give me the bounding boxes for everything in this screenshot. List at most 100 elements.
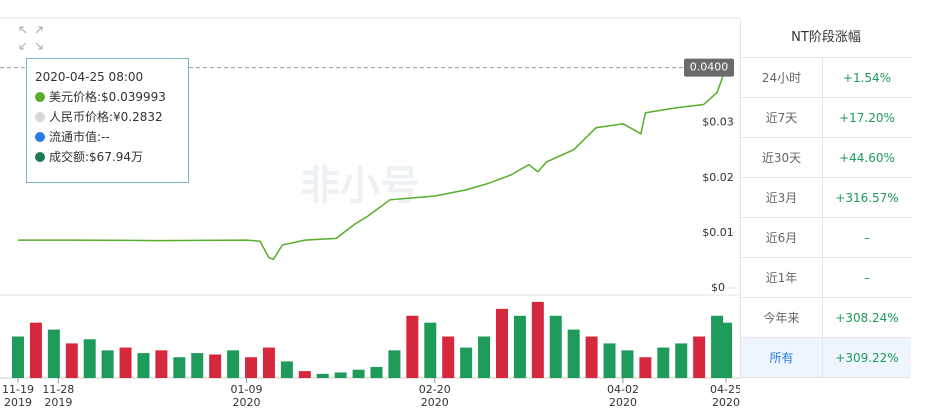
volume-bar xyxy=(442,336,455,378)
volume-bar xyxy=(12,336,24,378)
volume-bar xyxy=(119,347,132,378)
y-tick-label: $0.02 xyxy=(702,171,734,184)
volume-bar xyxy=(370,366,383,378)
volume-bar xyxy=(585,336,598,378)
volume-bar xyxy=(334,372,347,378)
tooltip-dot xyxy=(35,92,45,102)
volume-bar xyxy=(549,315,562,378)
tooltip-item: 美元价格:$0.039993 xyxy=(35,87,180,107)
volume-bar xyxy=(209,354,222,378)
x-tick-label: 01-09 xyxy=(231,383,263,396)
x-tick-label: 2020 xyxy=(712,396,740,409)
period: 近30天 xyxy=(741,138,823,177)
tooltip-item: 流通市值:-- xyxy=(35,127,180,147)
tooltip-dot xyxy=(35,152,45,162)
tooltip-text: 成交额:$67.94万 xyxy=(49,150,144,164)
x-tick-label: 2019 xyxy=(44,396,72,409)
period: 近7天 xyxy=(741,98,823,137)
tooltip-item: 成交额:$67.94万 xyxy=(35,147,180,167)
volume-bar xyxy=(495,308,508,378)
volume-bar xyxy=(693,336,706,378)
period: 近1年 xyxy=(741,258,823,297)
table-row[interactable]: 近1年 – xyxy=(741,258,911,298)
volume-bar xyxy=(675,343,688,378)
volume-bar xyxy=(137,353,150,378)
y-tick-label: $0 xyxy=(711,281,725,294)
volume-bar xyxy=(603,343,616,378)
period: 所有 xyxy=(741,338,823,377)
volume-bar xyxy=(173,357,186,378)
volume-bar xyxy=(245,357,258,378)
table-row[interactable]: 近7天 +17.20% xyxy=(741,98,911,138)
volume-bar xyxy=(657,347,670,378)
y-tick-label: $0.03 xyxy=(702,116,734,129)
x-tick-label: 02-20 xyxy=(419,383,451,396)
tooltip-text: 人民币价格:¥0.2832 xyxy=(49,110,163,124)
volume-bar xyxy=(316,373,329,378)
volume-bar xyxy=(388,350,401,378)
change: – xyxy=(864,271,870,285)
volume-bar xyxy=(280,361,293,378)
change: +316.57% xyxy=(835,191,899,205)
tooltip-item: 人民币价格:¥0.2832 xyxy=(35,107,180,127)
x-tick-label: 04-25 xyxy=(710,383,740,396)
table-row[interactable]: 今年来 +308.24% xyxy=(741,298,911,338)
price-line xyxy=(18,67,727,261)
tooltip: 2020-04-25 08:00 美元价格:$0.039993 人民币价格:¥0.… xyxy=(26,58,189,183)
table-row[interactable]: 近6月 – xyxy=(741,218,911,258)
tooltip-text: 美元价格:$0.039993 xyxy=(49,90,166,104)
price-badge-label: 0.0400 xyxy=(690,61,729,74)
volume-bar xyxy=(29,322,42,378)
tooltip-dot xyxy=(35,132,45,142)
volume-bar xyxy=(65,343,78,378)
volume-bar xyxy=(262,347,275,378)
expand-icon[interactable] xyxy=(19,26,43,50)
tooltip-date: 2020-04-25 08:00 xyxy=(35,70,144,84)
volume-bar xyxy=(352,369,365,378)
period: 今年来 xyxy=(741,298,823,337)
x-tick-label: 2019 xyxy=(4,396,32,409)
x-tick-label: 2020 xyxy=(421,396,449,409)
volume-bar xyxy=(191,353,204,378)
change: +44.60% xyxy=(839,151,895,165)
change: – xyxy=(864,231,870,245)
x-tick-label: 2020 xyxy=(233,396,261,409)
change: +309.22% xyxy=(835,351,899,365)
table-row[interactable]: 近3月 +316.57% xyxy=(741,178,911,218)
watermark: 非小号 xyxy=(300,163,420,209)
table-row[interactable]: 所有 +309.22% xyxy=(741,338,911,378)
volume-bar xyxy=(567,329,580,378)
volume-bar xyxy=(227,350,240,378)
change: +308.24% xyxy=(835,311,899,325)
table-row[interactable]: 近30天 +44.60% xyxy=(741,138,911,178)
volume-bar xyxy=(720,322,733,378)
x-tick-label: 2020 xyxy=(609,396,637,409)
change: +1.54% xyxy=(842,71,892,85)
volume-bar xyxy=(47,329,60,378)
x-tick-label: 11-19 xyxy=(2,383,34,396)
volume-bar xyxy=(513,315,526,378)
volume-bar xyxy=(83,339,96,378)
volume-bar xyxy=(424,322,437,378)
price-badge xyxy=(684,58,734,77)
volume-bar xyxy=(155,350,168,378)
volume-bar xyxy=(478,336,491,378)
table-title: NT阶段涨幅 xyxy=(741,18,911,58)
change: +17.20% xyxy=(839,111,895,125)
y-tick-label: $0.01 xyxy=(702,226,734,239)
period: 24小时 xyxy=(741,58,823,97)
tooltip-dot xyxy=(35,112,45,122)
volume-bar xyxy=(639,357,652,378)
volume-bar xyxy=(460,347,473,378)
volume-bar xyxy=(406,315,419,378)
volume-bar xyxy=(101,350,114,378)
volume-bar xyxy=(531,301,544,378)
change-table: NT阶段涨幅 24小时 +1.54% 近7天 +17.20% 近30天 +44.60% 近3… xyxy=(740,18,911,378)
x-tick-label: 04-02 xyxy=(607,383,639,396)
x-tick-label: 11-28 xyxy=(42,383,74,396)
tooltip-text: 流通市值:-- xyxy=(49,130,110,144)
volume-bar xyxy=(298,371,311,378)
table-row[interactable]: 24小时 +1.54% xyxy=(741,58,911,98)
period: 近6月 xyxy=(741,218,823,257)
